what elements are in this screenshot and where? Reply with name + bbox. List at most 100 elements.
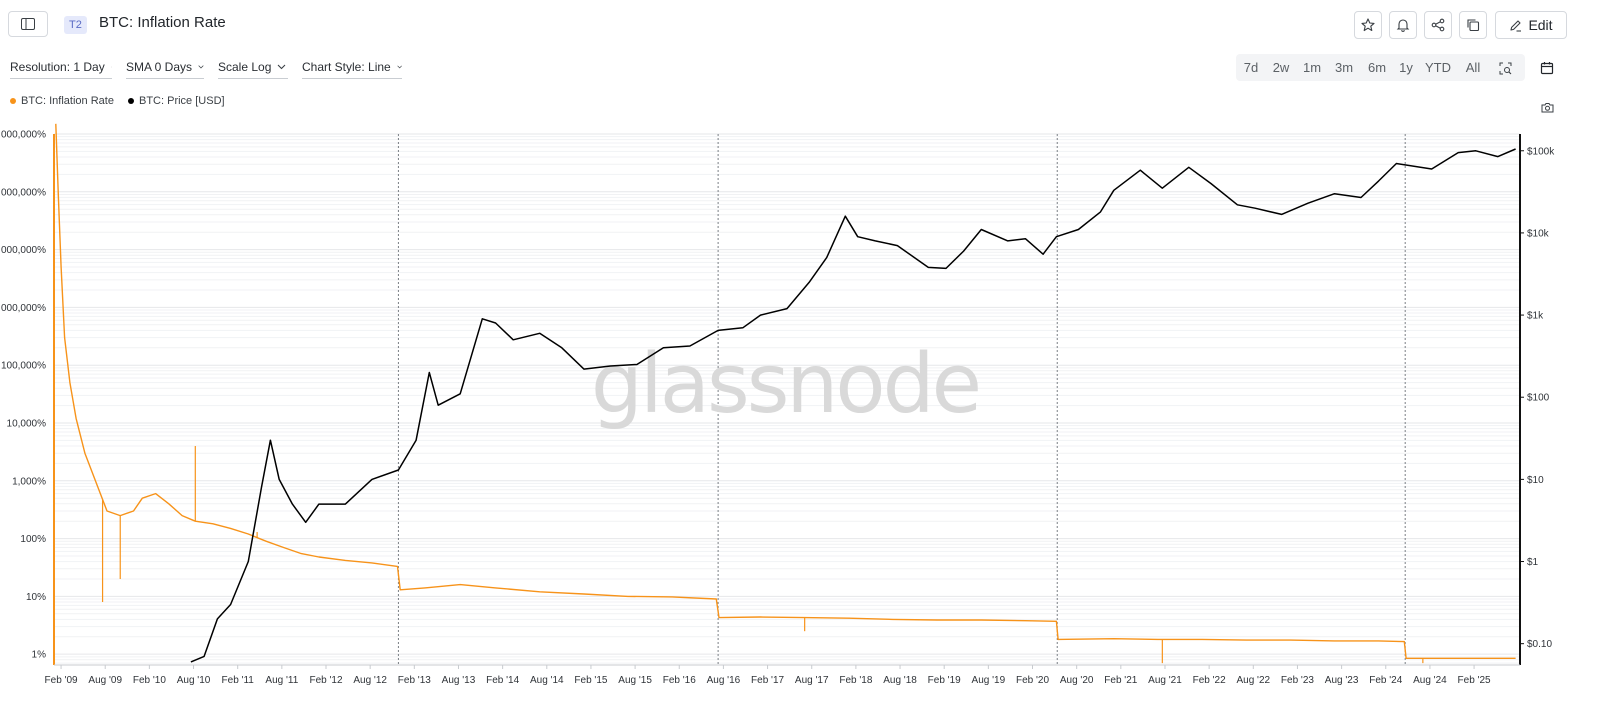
- range-1y[interactable]: 1y: [1399, 60, 1413, 75]
- screenshot-button[interactable]: [1534, 97, 1560, 117]
- x-axis-tick-label: Feb '23: [1281, 675, 1314, 686]
- left-axis-ticks: 1% 10% 100% 1,000% 10,000% 100,000% 1,000,000%…: [0, 130, 46, 661]
- right-axis-tick-label: $1k: [1527, 311, 1544, 322]
- pencil-icon: [1510, 19, 1522, 32]
- chart-grid: [54, 133, 1520, 664]
- left-axis-tick-label: 10,000,000%: [0, 245, 46, 256]
- price-line: [190, 148, 1516, 663]
- x-axis-tick-label: Feb '13: [398, 675, 431, 686]
- share-button[interactable]: [1424, 11, 1452, 39]
- tier-tag: T2: [64, 16, 87, 34]
- right-axis-tick-label: $10: [1527, 475, 1544, 486]
- x-axis-tick-label: Aug '13: [442, 675, 476, 686]
- zoom-range-button[interactable]: [1492, 54, 1518, 81]
- right-axis-tick-label: $1: [1527, 557, 1539, 568]
- x-axis-tick-label: Feb '10: [133, 675, 166, 686]
- left-axis-tick-label: 1,000,000%: [0, 303, 46, 314]
- calendar-button[interactable]: [1530, 54, 1564, 81]
- x-axis-tick-label: Aug '24: [1413, 675, 1447, 686]
- alert-button[interactable]: [1389, 11, 1417, 39]
- left-axis-tick-label: 100,000,000%: [0, 187, 46, 198]
- chart-canvas[interactable]: glassnode 1% 10% 100% 1,000% 10,000% 100,000%…: [0, 120, 1606, 700]
- x-axis-tick-label: Feb '12: [309, 675, 342, 686]
- edit-label: Edit: [1528, 17, 1553, 33]
- chart-style-select[interactable]: Chart Style: Line: [302, 56, 402, 79]
- watermark: glassnode: [591, 337, 979, 432]
- range-6m[interactable]: 6m: [1367, 60, 1387, 75]
- camera-icon: [1541, 102, 1553, 112]
- x-axis-tick-label: Aug '15: [618, 675, 652, 686]
- left-axis-tick-label: 100,000%: [1, 361, 46, 372]
- left-axis-tick-label: 10,000%: [7, 418, 47, 429]
- right-axis-ticks: $0.10 $1 $10 $100 $1k $10k $100k: [1520, 146, 1555, 650]
- left-axis-tick-label: 1,000,000,000%: [0, 130, 46, 141]
- copy-icon: [1467, 19, 1480, 32]
- x-axis-tick-label: Feb '18: [839, 675, 872, 686]
- x-axis-tick-label: Aug '09: [88, 675, 122, 686]
- range-2w[interactable]: 2w: [1272, 60, 1290, 75]
- x-axis-tick-label: Feb '21: [1104, 675, 1137, 686]
- legend-item-inflation-rate[interactable]: BTC: Inflation Rate: [10, 95, 114, 107]
- chevron-down-icon: [277, 64, 286, 70]
- resolution-select[interactable]: Resolution: 1 Day: [10, 56, 112, 79]
- x-axis-tick-label: Aug '21: [1148, 675, 1182, 686]
- bell-icon: [1396, 19, 1410, 32]
- left-axis-tick-label: 1,000%: [12, 476, 46, 487]
- legend-label: BTC: Price [USD]: [139, 95, 225, 107]
- halving-lines: [397, 134, 1406, 665]
- sidebar-toggle-button[interactable]: [8, 11, 48, 37]
- series-price: [190, 148, 1516, 663]
- star-icon: [1361, 18, 1375, 32]
- x-axis-tick-label: Aug '18: [883, 675, 917, 686]
- legend-item-price[interactable]: BTC: Price [USD]: [128, 95, 225, 107]
- inflation-rate-line: [55, 123, 1516, 659]
- chart-axes: [53, 134, 1521, 666]
- page-title: BTC: Inflation Rate: [99, 14, 226, 31]
- x-axis-tick-label: Feb '16: [663, 675, 696, 686]
- x-axis-tick-label: Aug '19: [972, 675, 1006, 686]
- left-axis-tick-label: 100%: [20, 534, 46, 545]
- favorite-button[interactable]: [1354, 11, 1382, 39]
- range-7d[interactable]: 7d: [1243, 60, 1259, 75]
- range-1m[interactable]: 1m: [1302, 60, 1322, 75]
- time-range-selector: 7d 2w 1m 3m 6m 1y YTD All: [1236, 54, 1525, 81]
- sma-value: SMA 0 Days: [126, 60, 193, 74]
- x-axis-tick-label: Feb '14: [486, 675, 519, 686]
- x-axis-tick-label: Aug '20: [1060, 675, 1094, 686]
- x-axis-tick-label: Aug '16: [707, 675, 741, 686]
- scale-value: Scale Log: [218, 60, 272, 74]
- x-axis-tick-label: Aug '11: [265, 675, 298, 686]
- resolution-value: Resolution: 1 Day: [10, 60, 105, 74]
- top-bar: T2 BTC: Inflation Rate Edit: [0, 0, 1606, 50]
- sma-select[interactable]: SMA 0 Days: [126, 56, 204, 79]
- x-axis-tick-label: Feb '20: [1016, 675, 1049, 686]
- chevron-down-icon: [110, 66, 112, 68]
- x-axis-tick-label: Feb '22: [1193, 675, 1226, 686]
- x-axis-tick-label: Aug '22: [1236, 675, 1270, 686]
- x-axis-tick-label: Feb '15: [574, 675, 607, 686]
- x-axis-tick-label: Feb '25: [1458, 675, 1491, 686]
- range-3m[interactable]: 3m: [1334, 60, 1354, 75]
- x-axis-tick-label: Feb '19: [928, 675, 961, 686]
- edit-button[interactable]: Edit: [1495, 11, 1567, 39]
- range-all[interactable]: All: [1465, 60, 1481, 75]
- x-axis-tick-label: Aug '12: [353, 675, 387, 686]
- x-axis-tick-label: Aug '23: [1325, 675, 1359, 686]
- chart-style-value: Chart Style: Line: [302, 60, 391, 74]
- legend-swatch: [10, 98, 16, 104]
- x-axis-tick-label: Feb '09: [45, 675, 78, 686]
- chevron-down-icon: [198, 65, 204, 69]
- chevron-down-icon: [397, 65, 402, 69]
- x-axis-tick-label: Feb '11: [222, 675, 255, 686]
- x-axis-ticks: Feb '09 Aug '09 Feb '10 Aug '10 Feb '11 Aug '…: [45, 665, 1491, 686]
- x-axis-tick-label: Aug '10: [177, 675, 211, 686]
- scale-select[interactable]: Scale Log: [218, 56, 288, 79]
- duplicate-button[interactable]: [1459, 11, 1487, 39]
- right-axis-tick-label: $100: [1527, 393, 1550, 404]
- x-axis-tick-label: Feb '24: [1369, 675, 1402, 686]
- right-axis-tick-label: $0.10: [1527, 639, 1552, 650]
- range-ytd[interactable]: YTD: [1425, 60, 1451, 75]
- x-axis-tick-label: Aug '17: [795, 675, 829, 686]
- series-inflation-rate: [55, 123, 1516, 664]
- sidebar-icon: [21, 18, 35, 30]
